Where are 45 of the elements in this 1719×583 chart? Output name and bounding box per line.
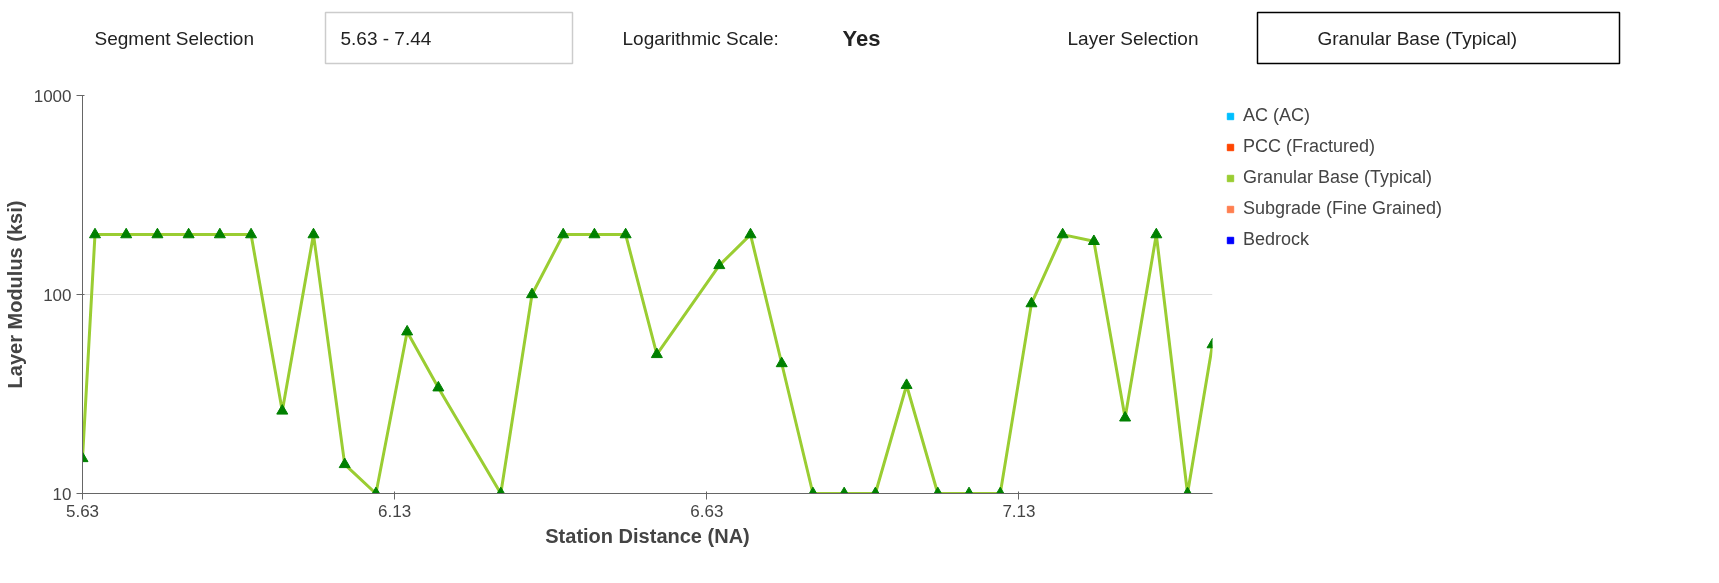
point xyxy=(276,404,289,415)
point xyxy=(88,227,101,239)
point xyxy=(650,347,663,359)
point xyxy=(213,227,226,239)
legend-label: Bedrock xyxy=(1243,229,1310,250)
point xyxy=(526,287,538,299)
point xyxy=(182,227,195,239)
y-axis-title: Layer Modulus (ksi) xyxy=(3,200,26,389)
x-tick-label: 7.13 xyxy=(1002,501,1036,521)
point xyxy=(1056,227,1069,239)
x-axis-title: Station Distance (NA) xyxy=(545,524,750,547)
point xyxy=(619,227,632,239)
x-tick-label: 6.13 xyxy=(378,501,412,521)
point xyxy=(713,258,726,270)
point xyxy=(588,227,601,239)
x-tick-label: 6.63 xyxy=(690,501,724,521)
point xyxy=(120,227,133,239)
point xyxy=(307,227,320,239)
point xyxy=(1119,410,1132,422)
point xyxy=(401,324,414,336)
point xyxy=(338,457,351,469)
point xyxy=(557,227,570,239)
legend-label: Subgrade (Fine Grained) xyxy=(1243,198,1443,219)
point xyxy=(432,380,445,392)
x-tick-label: 5.63 xyxy=(65,501,100,521)
text: 5.63 - 7.44 xyxy=(340,28,432,49)
point xyxy=(900,378,913,389)
point xyxy=(1150,227,1163,239)
y-tick-label: 10 xyxy=(52,484,72,504)
point xyxy=(744,227,757,239)
point xyxy=(151,227,164,239)
text: Yes xyxy=(842,26,881,51)
text: Logarithmic Scale: xyxy=(622,28,779,49)
legend-label: AC (AC) xyxy=(1243,105,1310,126)
point xyxy=(775,356,788,368)
legend-label: Granular Base (Typical) xyxy=(1243,167,1433,188)
text: Layer Selection xyxy=(1067,28,1199,49)
text: Segment Selection xyxy=(94,28,254,49)
point xyxy=(245,227,258,239)
y-tick-label: 100 xyxy=(43,285,72,305)
y-tick-label: 1000 xyxy=(33,86,72,106)
text: Granular Base (Typical) xyxy=(1317,28,1518,49)
point xyxy=(1025,296,1038,308)
point xyxy=(1087,234,1100,246)
legend-label: PCC (Fractured) xyxy=(1243,136,1376,157)
